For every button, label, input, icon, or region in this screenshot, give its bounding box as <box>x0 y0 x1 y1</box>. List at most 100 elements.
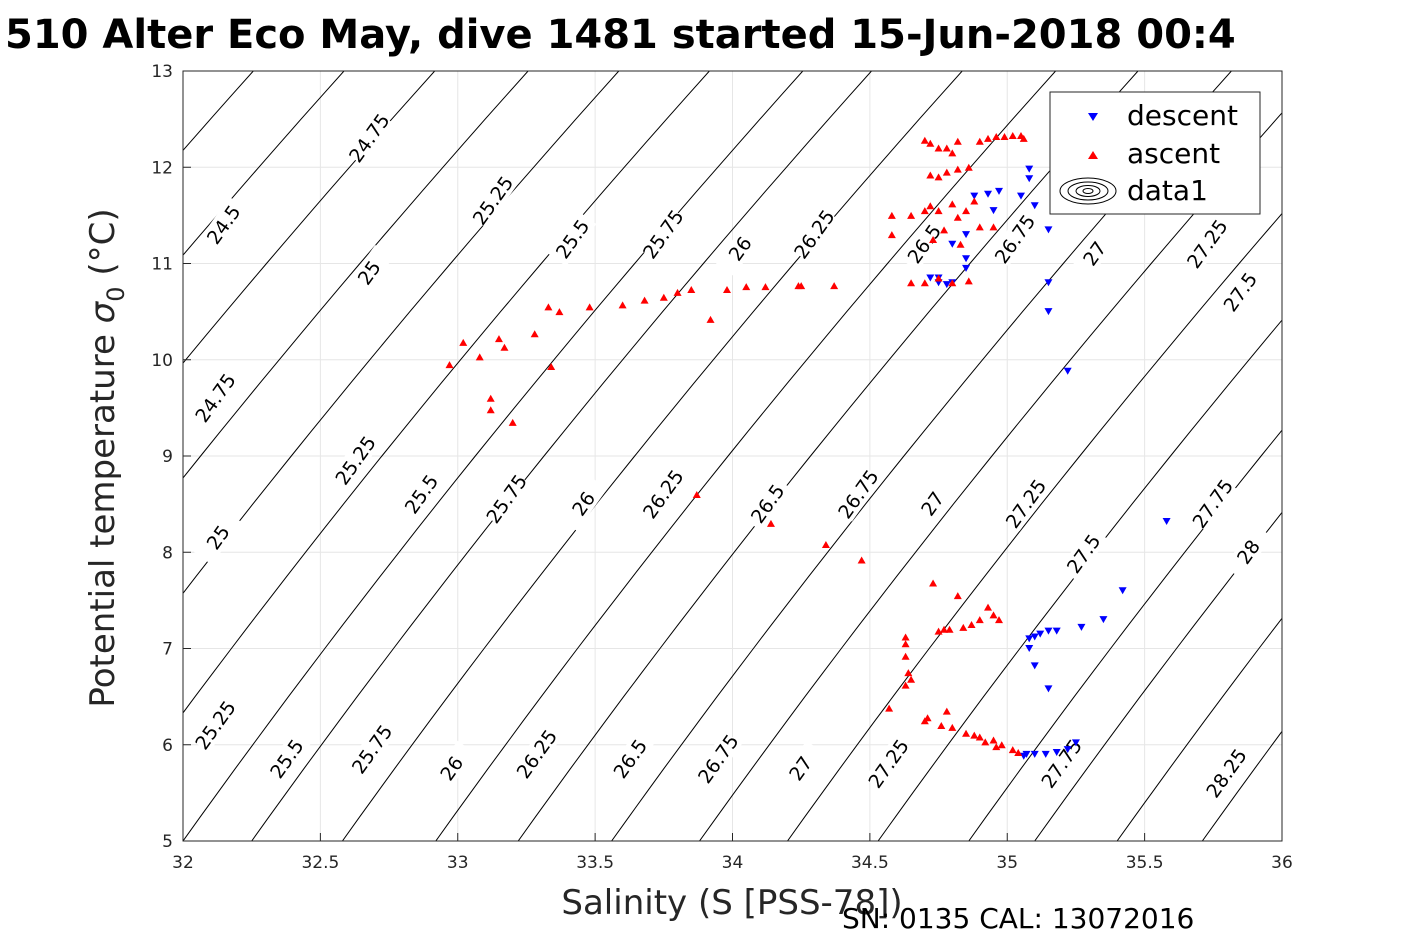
contour-label-bg <box>468 172 517 228</box>
contour-line <box>183 71 620 595</box>
contour-label-bg <box>990 211 1039 267</box>
ascent-point <box>962 207 971 215</box>
contour-labels: 24.524.7524.75252525.2525.2525.2525.525.… <box>191 110 1273 802</box>
contour-line <box>251 71 873 841</box>
descent-point <box>962 264 971 272</box>
x-tick-label: 33.5 <box>576 853 614 873</box>
ascent-point <box>766 519 775 527</box>
ascent-point <box>940 226 949 234</box>
descent-point <box>1063 746 1072 754</box>
ascent-point <box>486 394 495 402</box>
ascent-series <box>445 131 1028 756</box>
contour-label-bg <box>559 475 608 532</box>
ascent-point <box>500 343 509 351</box>
y-tick-label: 13 <box>151 62 173 82</box>
descent-point <box>948 240 957 248</box>
x-tick-label: 34.5 <box>851 853 889 873</box>
ascent-point <box>887 231 896 239</box>
contour-label-bg <box>743 475 792 532</box>
contour-label-bg <box>512 726 561 782</box>
descent-point <box>1044 226 1053 234</box>
descent-point <box>1030 633 1039 641</box>
ascent-point <box>975 223 984 231</box>
footer-serial-calibration: SN: 0135 CAL: 13072016 <box>842 902 1194 935</box>
descent-point <box>1044 279 1053 287</box>
x-axis-ticks: 32 32.5 33 33.5 34 34.5 35 35.5 36 <box>172 833 1293 873</box>
contour-label-bg <box>331 432 380 488</box>
descent-point <box>1025 175 1034 183</box>
descent-point <box>1118 587 1127 595</box>
ascent-point <box>486 406 495 414</box>
ascent-point <box>687 285 696 293</box>
contour-label-bg <box>548 211 597 267</box>
x-tick-label: 35.5 <box>1126 853 1164 873</box>
contour-line <box>183 71 804 841</box>
contour-label-bg <box>1202 745 1251 801</box>
ascent-point <box>1000 132 1009 140</box>
contour-label-bg <box>397 466 446 522</box>
contour-label-bg <box>790 206 839 262</box>
contour-label-bg <box>1059 526 1108 582</box>
ascent-point <box>887 211 896 219</box>
descent-point <box>1099 616 1108 624</box>
ascent-point <box>673 288 682 296</box>
ascent-point <box>970 731 979 739</box>
ascent-point <box>929 579 938 587</box>
ascent-point <box>857 556 866 564</box>
legend-ascent-marker <box>1088 151 1098 159</box>
legend-descent-label: descent <box>1127 99 1238 132</box>
ascent-point <box>1019 134 1028 142</box>
contour-label-bg <box>191 370 240 426</box>
ascent-point <box>948 723 957 731</box>
contour-line <box>786 212 1282 841</box>
descent-series <box>926 165 1171 760</box>
ascent-point <box>475 353 484 361</box>
descent-point <box>1071 739 1080 747</box>
ascent-point <box>920 136 929 144</box>
y-tick-label: 6 <box>162 736 173 756</box>
ascent-point <box>995 616 1004 624</box>
contour-label-bg <box>1001 475 1050 532</box>
legend: descent ascent data1 <box>1049 91 1261 215</box>
descent-point <box>1044 685 1053 693</box>
ascent-point <box>975 137 984 145</box>
ascent-point <box>459 338 468 346</box>
contour-line <box>183 71 345 256</box>
descent-point <box>1041 750 1050 758</box>
y-axis-label-unit: (°C) <box>83 208 123 286</box>
ascent-point <box>942 144 951 152</box>
ascent-point <box>953 592 962 600</box>
ascent-point <box>929 235 938 243</box>
descent-point <box>1030 750 1039 758</box>
ascent-point <box>975 616 984 624</box>
ascent-point <box>992 743 1001 751</box>
x-tick-label: 32 <box>172 853 194 873</box>
ascent-point <box>920 207 929 215</box>
contour-label-bg <box>834 466 883 522</box>
contour-label-bg <box>1182 216 1232 272</box>
ascent-point <box>956 240 965 248</box>
contour-label-bg <box>638 206 688 262</box>
descent-point <box>1063 367 1072 375</box>
contour-label-bg <box>1070 225 1119 281</box>
descent-point <box>962 231 971 239</box>
ascent-point <box>945 625 954 633</box>
contour-label-bg <box>1224 524 1273 580</box>
ascent-point <box>494 335 503 343</box>
ascent-point <box>992 132 1001 140</box>
ascent-point <box>555 308 564 316</box>
contour-label-bg <box>864 735 913 791</box>
descent-point <box>1044 308 1053 316</box>
descent-point <box>1030 202 1039 210</box>
ascent-point <box>934 207 943 215</box>
ascent-point <box>984 134 993 142</box>
contour-line <box>183 71 436 364</box>
descent-point <box>1044 627 1053 635</box>
ascent-point <box>967 620 976 628</box>
descent-point <box>989 207 998 215</box>
ascent-point <box>904 669 913 677</box>
ascent-point <box>544 303 553 311</box>
contour-line <box>968 429 1282 841</box>
contour-label-bg <box>262 731 311 787</box>
ascent-point <box>585 303 594 311</box>
